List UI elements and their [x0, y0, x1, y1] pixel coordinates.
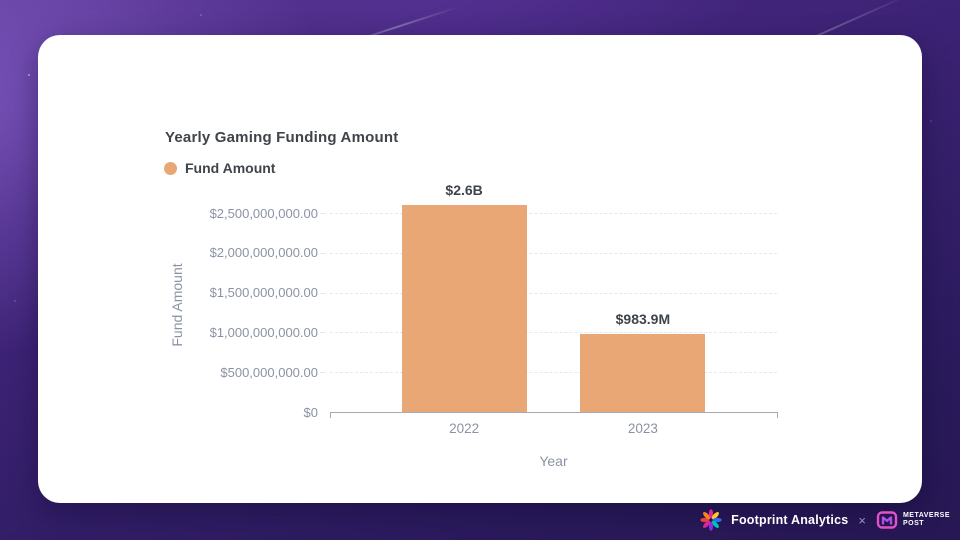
- x-tick-label: 2023: [627, 421, 658, 436]
- metaverse-post-label: METAVERSE POST: [902, 512, 950, 527]
- x-axis-title: Year: [539, 453, 568, 469]
- y-tick-label: $1,000,000,000.00: [209, 324, 318, 340]
- gridline: [330, 372, 777, 374]
- legend-marker: [164, 161, 177, 175]
- y-axis-title: Fund Amount: [169, 263, 185, 347]
- y-tick-label: $2,000,000,000.00: [209, 245, 318, 261]
- x-axis-end-tick: [777, 412, 778, 418]
- tick-dash: [320, 292, 326, 294]
- star-dot: [28, 74, 30, 76]
- metaverse-post-book-icon: [876, 511, 898, 529]
- y-tick-label: $1,500,000,000.00: [209, 285, 318, 301]
- legend-item-fund-amount[interactable]: Fund Amount: [164, 160, 275, 176]
- tick-dash: [320, 213, 326, 214]
- bar-chart-plot: $2,500,000,000.00 $2,000,000,000.00 $1,500…: [38, 35, 922, 503]
- tick-dash: [320, 332, 326, 334]
- gridline: [330, 292, 777, 294]
- y-tick-label: $2,500,000,000.00: [209, 205, 318, 221]
- legend-label: Fund Amount: [185, 160, 276, 176]
- star-dot: [200, 14, 202, 16]
- gridline: [330, 213, 777, 214]
- x-axis-line: [330, 412, 777, 413]
- bar-2023: [580, 333, 706, 412]
- chart-card: Yearly Gaming Funding Amount Fund Amount…: [38, 35, 922, 503]
- y-tick-label: $500,000,000.00: [220, 364, 318, 380]
- star-dot: [930, 120, 932, 122]
- metaverse-post-logo[interactable]: METAVERSE POST: [876, 509, 950, 531]
- gridline: [330, 332, 777, 334]
- y-tick-label: $0: [303, 404, 318, 420]
- x-tick-label: 2022: [449, 421, 480, 436]
- bar-2022: [401, 205, 527, 412]
- footprint-analytics-flower-icon: [700, 509, 722, 531]
- x-axis-end-tick: [330, 412, 331, 418]
- bar-value-label: $2.6B: [445, 182, 483, 199]
- tick-dash: [320, 372, 326, 374]
- footprint-analytics-label[interactable]: Footprint Analytics: [731, 513, 849, 527]
- cross-separator: ×: [858, 512, 866, 528]
- star-dot: [14, 300, 16, 302]
- footer-branding: Footprint Analytics × METAVERSE POST: [699, 507, 950, 533]
- bar-value-label: $983.9M: [615, 310, 671, 327]
- chart-title: Yearly Gaming Funding Amount: [165, 129, 399, 146]
- gridline: [330, 252, 777, 254]
- tick-dash: [320, 252, 326, 254]
